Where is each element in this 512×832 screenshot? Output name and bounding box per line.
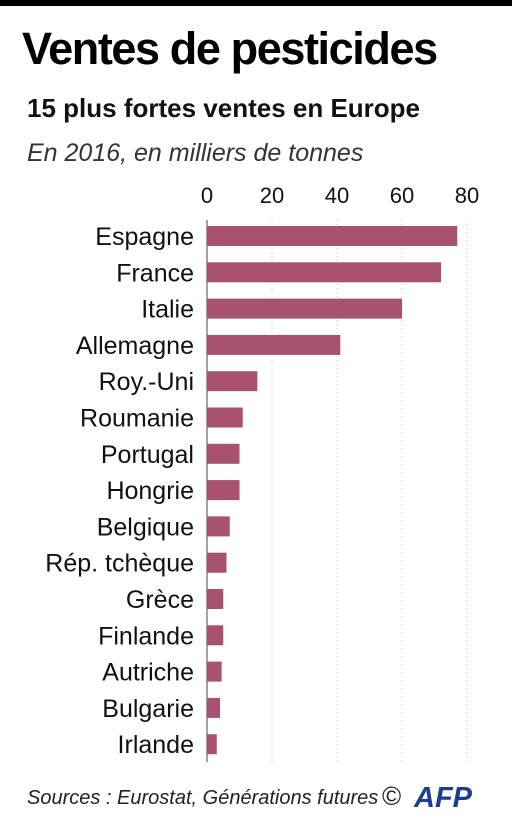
bar [207,407,243,428]
bar [207,589,224,609]
bar [207,334,341,355]
bar [207,516,230,537]
category-label: Bulgarie [102,695,194,723]
afp-logo-text: AFP [413,782,473,814]
category-label: Irlande [118,731,194,759]
source-note: Sources : Eurostat, Générations futures [27,787,379,809]
bar [207,226,458,246]
category-label: Rép. tchèque [45,550,194,578]
copyright-symbol: © [382,781,402,811]
chart-note: En 2016, en milliers de tonnes [27,139,364,167]
category-label: Autriche [102,659,194,687]
bar [207,661,222,682]
category-label: Belgique [97,513,194,541]
bar [207,298,402,319]
bar [207,443,240,464]
x-tick-label: 20 [260,183,284,208]
bar [207,734,217,755]
category-label: Roy.-Uni [99,368,194,396]
category-label: Hongrie [106,477,194,505]
chart-title: Ventes de pesticides [22,23,438,74]
x-tick-label: 40 [325,183,349,208]
category-label: Grèce [126,586,194,614]
category-label: Allemagne [76,332,194,360]
x-tick-label: 80 [455,183,479,208]
x-tick-label: 0 [201,183,213,208]
bar [207,552,227,573]
category-label: Italie [141,296,194,324]
afp-logo: AFP [413,782,473,814]
bar [207,371,258,392]
bar [207,625,224,646]
category-label: Espagne [95,223,194,251]
category-label: Portugal [101,441,194,469]
x-tick-label: 60 [390,183,414,208]
chart-subtitle: 15 plus fortes ventes en Europe [27,93,421,123]
bar [207,697,220,718]
category-label: Finlande [98,622,194,650]
category-label: France [116,259,194,287]
bar [207,262,441,283]
category-label: Roumanie [80,405,194,433]
bar [207,480,240,501]
top-rule [0,0,512,6]
